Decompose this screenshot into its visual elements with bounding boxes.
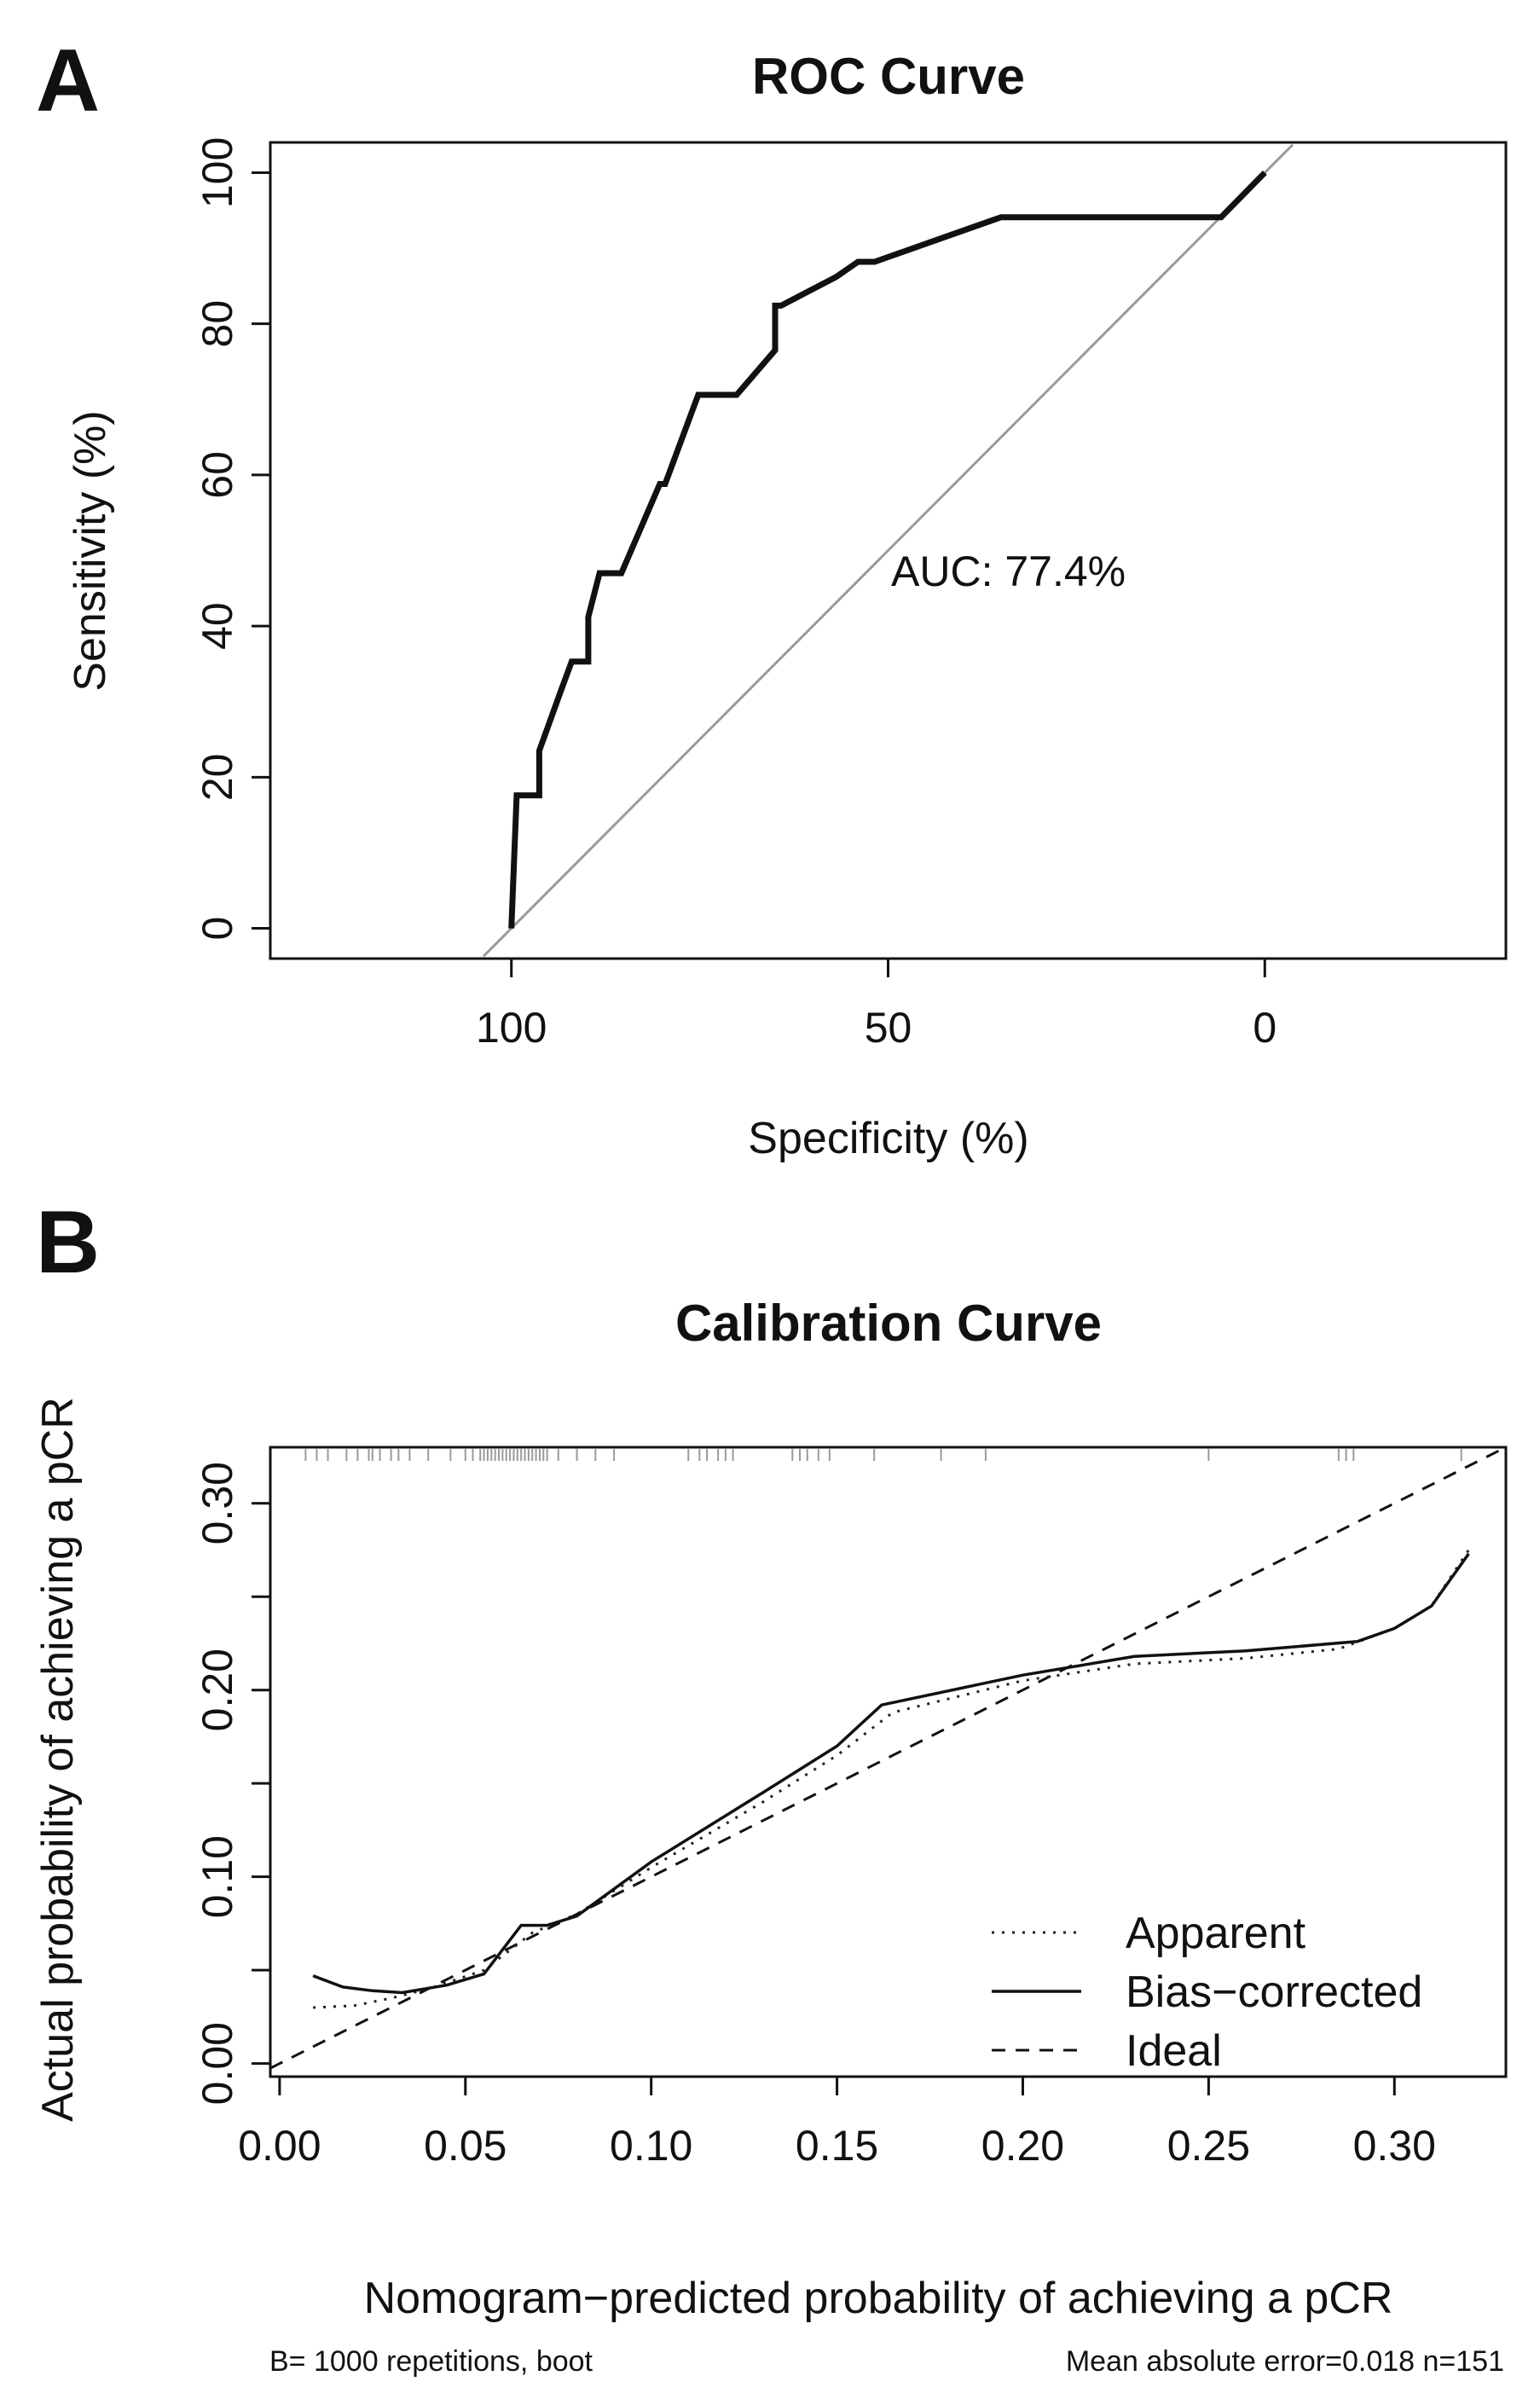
roc-x-tick-label: 100: [476, 1004, 547, 1052]
calibration-ideal-line: [269, 1446, 1507, 2070]
roc-axis-ticks: 0 20 40 60 80 100 100 50 0: [194, 137, 1277, 1052]
roc-plot-frame: [269, 141, 1508, 960]
calibration-axis-ticks: 0.00 0.10 0.20 0.30 0.00 0.05 0.10 0.15 0.20 0.25…: [194, 1462, 1436, 2170]
panel-b-label: B: [36, 1193, 100, 1292]
roc-y-tick-label: 20: [194, 754, 241, 802]
roc-y-tick-label: 80: [194, 300, 241, 348]
calibration-x-tick-label: 0.10: [610, 2122, 692, 2170]
roc-y-tick-label: 40: [194, 602, 241, 650]
calibration-y-tick-label: 0.00: [194, 2022, 241, 2105]
panel-a-label: A: [36, 32, 100, 130]
roc-y-tick-label: 60: [194, 451, 241, 499]
calibration-x-tick-label: 0.30: [1353, 2122, 1436, 2170]
calibration-x-axis-label: Nomogram−predicted probability of achiev…: [364, 2274, 1393, 2323]
calibration-legend: Apparent Bias−corrected Ideal: [992, 1909, 1422, 2076]
roc-x-tick-label: 50: [865, 1004, 912, 1052]
roc-auc-annotation: AUC: 77.4%: [891, 548, 1126, 595]
calibration-footnote-right: Mean absolute error=0.018 n=151: [1066, 2345, 1504, 2378]
roc-title: ROC Curve: [752, 48, 1025, 105]
legend-bias-corrected-label: Bias−corrected: [1126, 1967, 1422, 2017]
calibration-rug: [304, 1449, 1462, 1461]
legend-apparent-label: Apparent: [1126, 1909, 1306, 1958]
calibration-title: Calibration Curve: [675, 1295, 1102, 1352]
calibration-plot-frame: [269, 1446, 1508, 2078]
roc-x-tick-label: 0: [1253, 1004, 1277, 1052]
roc-curve-line: [508, 170, 1267, 929]
calibration-x-tick-label: 0.20: [981, 2122, 1064, 2170]
calibration-y-tick-label: 0.10: [194, 1835, 241, 1918]
calibration-x-tick-label: 0.05: [424, 2122, 507, 2170]
calibration-x-tick-label: 0.00: [238, 2122, 321, 2170]
roc-y-axis-label: Sensitivity (%): [66, 410, 115, 691]
roc-x-axis-label: Specificity (%): [748, 1114, 1028, 1163]
calibration-plot: 0.00 0.10 0.20 0.30 0.00 0.05 0.10 0.15 0.20 0.25…: [194, 1446, 1508, 2170]
calibration-y-tick-label: 0.20: [194, 1649, 241, 1731]
calibration-x-tick-label: 0.15: [796, 2122, 878, 2170]
roc-chance-line: [482, 143, 1294, 958]
calibration-footnote-left: B= 1000 repetitions, boot: [269, 2345, 593, 2378]
roc-y-tick-label: 100: [194, 137, 241, 208]
calibration-y-axis-label: Actual probability of achieving a pCR: [33, 1397, 83, 2122]
calibration-x-tick-label: 0.25: [1167, 2122, 1250, 2170]
legend-ideal-label: Ideal: [1126, 2026, 1222, 2076]
calibration-y-tick-label: 0.30: [194, 1462, 241, 1544]
calibration-bias-corrected-line: [312, 1552, 1470, 1995]
roc-plot: 0 20 40 60 80 100 100 50 0 AUC: 77.4%: [194, 137, 1508, 1052]
roc-y-tick-label: 0: [194, 917, 241, 941]
